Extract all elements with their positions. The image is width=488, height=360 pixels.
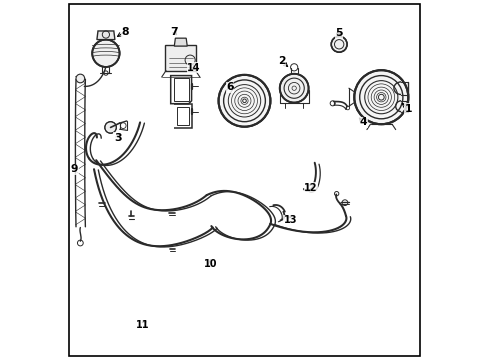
Circle shape [354, 70, 407, 124]
Circle shape [92, 40, 120, 67]
Circle shape [104, 122, 116, 133]
FancyBboxPatch shape [165, 45, 196, 71]
Polygon shape [174, 38, 187, 46]
Text: 1: 1 [404, 104, 411, 114]
Circle shape [76, 74, 84, 83]
Text: 3: 3 [114, 132, 122, 143]
Text: 9: 9 [71, 164, 78, 174]
Text: 14: 14 [187, 63, 201, 73]
Circle shape [279, 74, 308, 103]
Text: 2: 2 [277, 56, 285, 66]
Text: 13: 13 [283, 215, 297, 225]
Text: 7: 7 [170, 27, 178, 37]
Circle shape [330, 36, 346, 52]
Circle shape [218, 75, 270, 127]
Text: 12: 12 [304, 183, 317, 193]
Text: 6: 6 [226, 82, 233, 92]
Text: 4: 4 [359, 117, 366, 127]
Text: 8: 8 [121, 27, 128, 37]
Text: 5: 5 [334, 28, 342, 38]
Text: 10: 10 [203, 258, 217, 269]
Text: 11: 11 [136, 320, 149, 330]
Polygon shape [97, 31, 115, 40]
